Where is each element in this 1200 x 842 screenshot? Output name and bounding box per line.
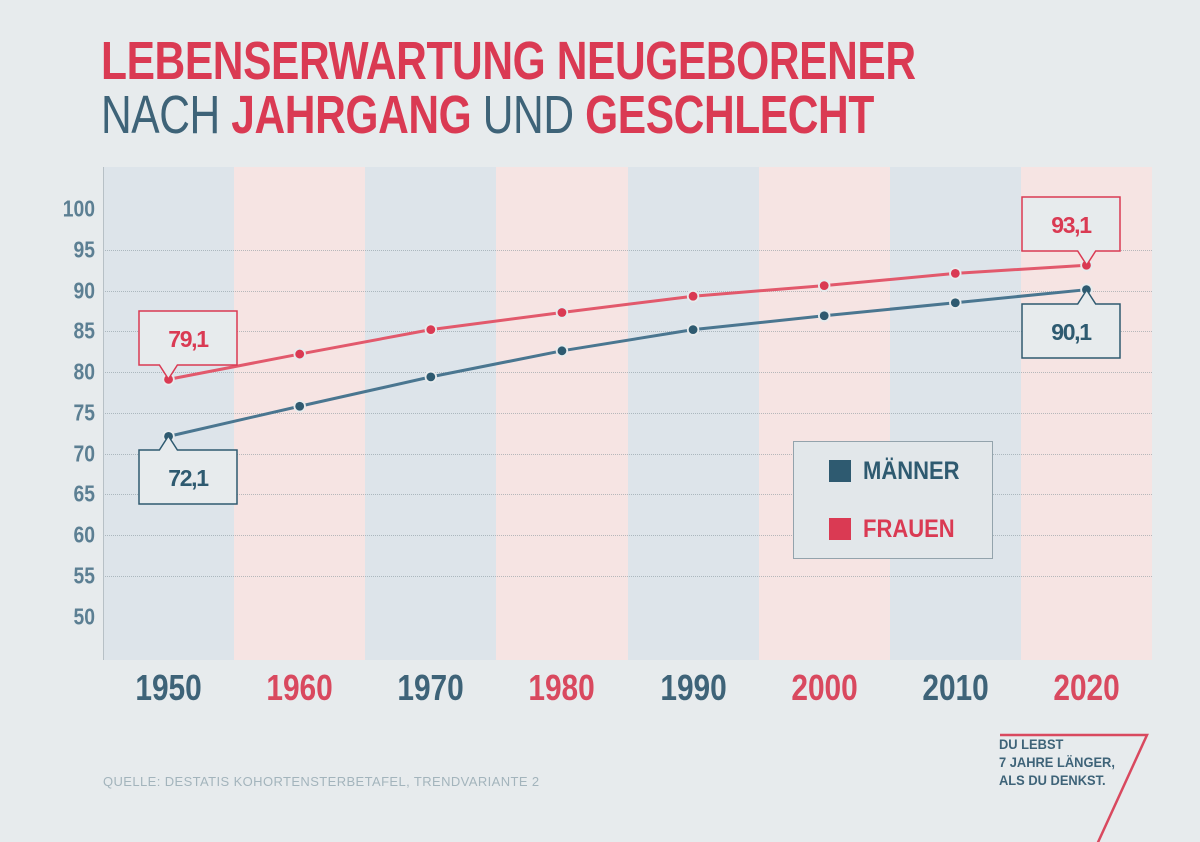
svg-text:90,1: 90,1: [1051, 319, 1092, 345]
svg-text:79,1: 79,1: [168, 326, 209, 352]
svg-text:72,1: 72,1: [168, 465, 209, 491]
svg-text:93,1: 93,1: [1051, 212, 1092, 238]
